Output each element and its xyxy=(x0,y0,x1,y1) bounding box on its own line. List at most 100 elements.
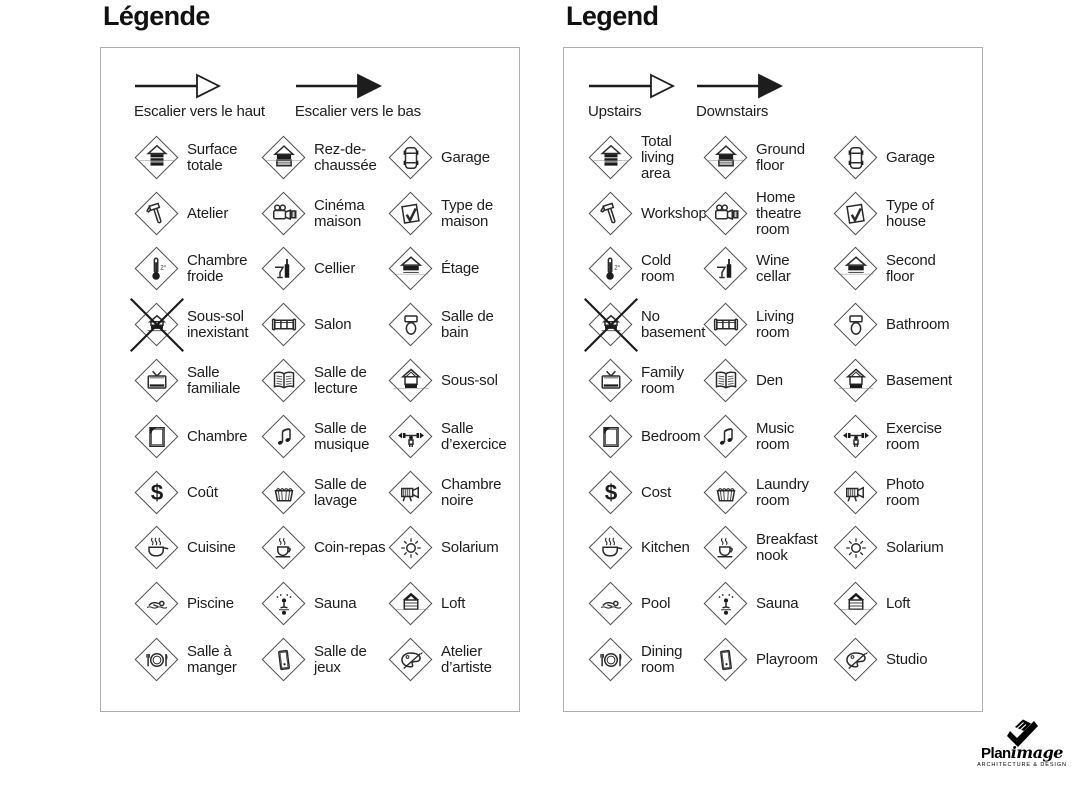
stairs-arrow-row: Upstairs Downstairs xyxy=(564,48,982,120)
arrow-label: Escalier vers le haut xyxy=(134,103,265,120)
loft-icon xyxy=(393,593,429,611)
legend-item: Loft xyxy=(833,581,982,627)
legend-item-label: Home theatre room xyxy=(756,188,802,238)
legend-item-label: Salle familiale xyxy=(187,364,241,398)
legend-item: Kitchen xyxy=(588,525,703,571)
cooking-pot-icon-diamond xyxy=(588,525,634,571)
photo-camera-icon-diamond xyxy=(833,470,879,516)
legend-item-label: Pool xyxy=(641,595,671,613)
open-book-icon-diamond xyxy=(261,358,307,404)
legend-item-label: Sauna xyxy=(314,595,357,613)
legend-item-label: Loft xyxy=(441,595,466,613)
legend-item: Wine cellar xyxy=(703,246,833,292)
legend-item-label: Type de maison xyxy=(441,196,493,230)
legend-item: Chambre xyxy=(134,414,261,460)
loft-icon-diamond xyxy=(833,581,879,627)
legend-items-grid: Surface totale Rez-de-chaussée Garage Ateli… xyxy=(101,130,519,688)
legend-item: Sous-sol inexistant xyxy=(129,298,261,353)
laundry-basket-icon-diamond xyxy=(703,470,749,516)
sun-icon-diamond xyxy=(388,525,434,571)
sun-icon-diamond xyxy=(833,525,879,571)
cooking-pot-icon-diamond xyxy=(134,525,180,571)
ground-floor-icon-diamond xyxy=(703,135,749,181)
legend-item-label: Atelier xyxy=(187,204,229,222)
legend-item: Étage xyxy=(388,246,521,292)
sauna-icon-diamond xyxy=(261,581,307,627)
legend-item-label: Playroom xyxy=(756,651,818,669)
stairs-down-arrow: Downstairs xyxy=(696,72,784,120)
stairs-down-arrow: Escalier vers le bas xyxy=(295,72,421,120)
legend-item-label: Bedroom xyxy=(641,427,701,445)
legend-item: Living room xyxy=(703,302,833,348)
sofa-icon xyxy=(271,318,297,331)
legend-item: Dining room xyxy=(588,637,703,683)
tv-icon-diamond xyxy=(134,358,180,404)
legend-item: Second floor xyxy=(833,246,982,292)
legend-item-label: Total living area xyxy=(641,132,674,182)
legend-item-label: Wine cellar xyxy=(756,252,791,286)
pinball-icon xyxy=(720,649,732,671)
legend-item: Den xyxy=(703,358,833,404)
toilet-icon xyxy=(849,315,863,336)
dining-plate-icon xyxy=(600,653,622,668)
legend-item-label: Garage xyxy=(886,148,935,166)
legend-item: Exercise room xyxy=(833,414,982,460)
stairs-up-arrow: Escalier vers le haut xyxy=(134,72,265,120)
legend-item-label: Salle de bain xyxy=(441,308,494,342)
svg-text:$: $ xyxy=(151,480,164,505)
cooking-pot-icon xyxy=(148,538,169,557)
hammer-icon-diamond xyxy=(588,191,634,237)
legend-item: Solarium xyxy=(833,525,982,571)
second-floor-icon-diamond xyxy=(833,246,879,292)
planimage-logo-icon xyxy=(1007,719,1038,747)
legend-item-label: Cinéma maison xyxy=(314,196,365,230)
legend-item-label: Coin-repas xyxy=(314,539,386,557)
open-book-icon-diamond xyxy=(703,358,749,404)
legend-item: Cuisine xyxy=(134,525,261,571)
art-palette-icon xyxy=(401,651,423,670)
legend-item-label: Breakfast nook xyxy=(756,531,818,565)
legend-item: Photo room xyxy=(833,470,982,516)
art-palette-icon xyxy=(846,651,868,670)
music-notes-icon-diamond xyxy=(261,414,307,460)
stack-house-icon-diamond xyxy=(588,135,634,181)
legend-item: 2° Cold room xyxy=(588,246,703,292)
laundry-basket-icon xyxy=(274,487,294,502)
legend-item: Garage xyxy=(388,135,521,181)
legend-item: Breakfast nook xyxy=(703,525,833,571)
legend-item: Salon xyxy=(261,302,388,348)
dining-plate-icon-diamond xyxy=(588,637,634,683)
arrow-label: Escalier vers le bas xyxy=(294,103,421,120)
legend-item-label: Surface totale xyxy=(187,140,238,174)
legend-item-label: Cost xyxy=(641,483,672,501)
legend-item-label: Dining room xyxy=(641,643,683,677)
legend-item-label: Sous-sol xyxy=(441,372,498,390)
legend-item: $ Coût xyxy=(134,470,261,516)
legend-item: Type de maison xyxy=(388,191,521,237)
svg-text:$: $ xyxy=(605,480,618,505)
swimmer-icon xyxy=(146,600,168,609)
legend-item-label: Type of house xyxy=(886,196,934,230)
legend-item: Salle de musique xyxy=(261,414,388,460)
ground-floor-icon-diamond xyxy=(261,135,307,181)
bed-icon-diamond xyxy=(134,414,180,460)
sun-icon xyxy=(401,538,421,559)
legend-item: Garage xyxy=(833,135,982,181)
toilet-icon xyxy=(404,315,418,336)
arrow-up-outline-icon xyxy=(589,73,676,99)
thermometer-icon: 2° xyxy=(606,257,621,281)
bed-icon xyxy=(603,426,619,447)
photo-camera-icon xyxy=(400,486,419,502)
thermometer-icon-diamond: 2° xyxy=(134,246,180,292)
legend-item-label: Étage xyxy=(441,260,480,278)
stairs-arrow-row: Escalier vers le haut Escalier vers le b… xyxy=(101,48,519,120)
legend-items-grid: Total living area Ground floor Garage Works… xyxy=(564,130,982,688)
wine-cellar-icon xyxy=(275,259,290,279)
no-basement-icon-diamond xyxy=(129,298,185,353)
arrow-label: Upstairs xyxy=(588,103,642,120)
tv-icon xyxy=(601,370,621,389)
legend-item-label: Chambre noire xyxy=(441,475,502,509)
legend-title-fr: Légende xyxy=(103,1,210,31)
legend-item-label: Living room xyxy=(756,308,794,342)
wine-cellar-icon-diamond xyxy=(261,246,307,292)
